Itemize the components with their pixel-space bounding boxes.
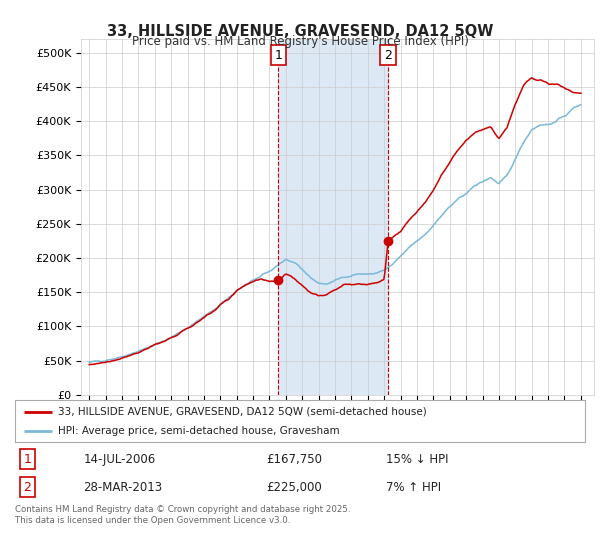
- Text: Contains HM Land Registry data © Crown copyright and database right 2025.
This d: Contains HM Land Registry data © Crown c…: [15, 505, 350, 525]
- Text: Price paid vs. HM Land Registry's House Price Index (HPI): Price paid vs. HM Land Registry's House …: [131, 35, 469, 48]
- Text: 33, HILLSIDE AVENUE, GRAVESEND, DA12 5QW (semi-detached house): 33, HILLSIDE AVENUE, GRAVESEND, DA12 5QW…: [58, 407, 427, 417]
- Text: 1: 1: [23, 453, 31, 466]
- Text: HPI: Average price, semi-detached house, Gravesham: HPI: Average price, semi-detached house,…: [58, 426, 340, 436]
- Bar: [278, 39, 388, 395]
- Text: 2: 2: [23, 481, 31, 494]
- Text: 2: 2: [384, 49, 392, 62]
- Text: £167,750: £167,750: [266, 453, 322, 466]
- Text: 28-MAR-2013: 28-MAR-2013: [83, 481, 163, 494]
- Text: 7% ↑ HPI: 7% ↑ HPI: [386, 481, 440, 494]
- Text: 14-JUL-2006: 14-JUL-2006: [83, 453, 155, 466]
- Text: 33, HILLSIDE AVENUE, GRAVESEND, DA12 5QW: 33, HILLSIDE AVENUE, GRAVESEND, DA12 5QW: [107, 24, 493, 39]
- Text: 15% ↓ HPI: 15% ↓ HPI: [386, 453, 448, 466]
- Text: 1: 1: [274, 49, 282, 62]
- Text: £225,000: £225,000: [266, 481, 322, 494]
